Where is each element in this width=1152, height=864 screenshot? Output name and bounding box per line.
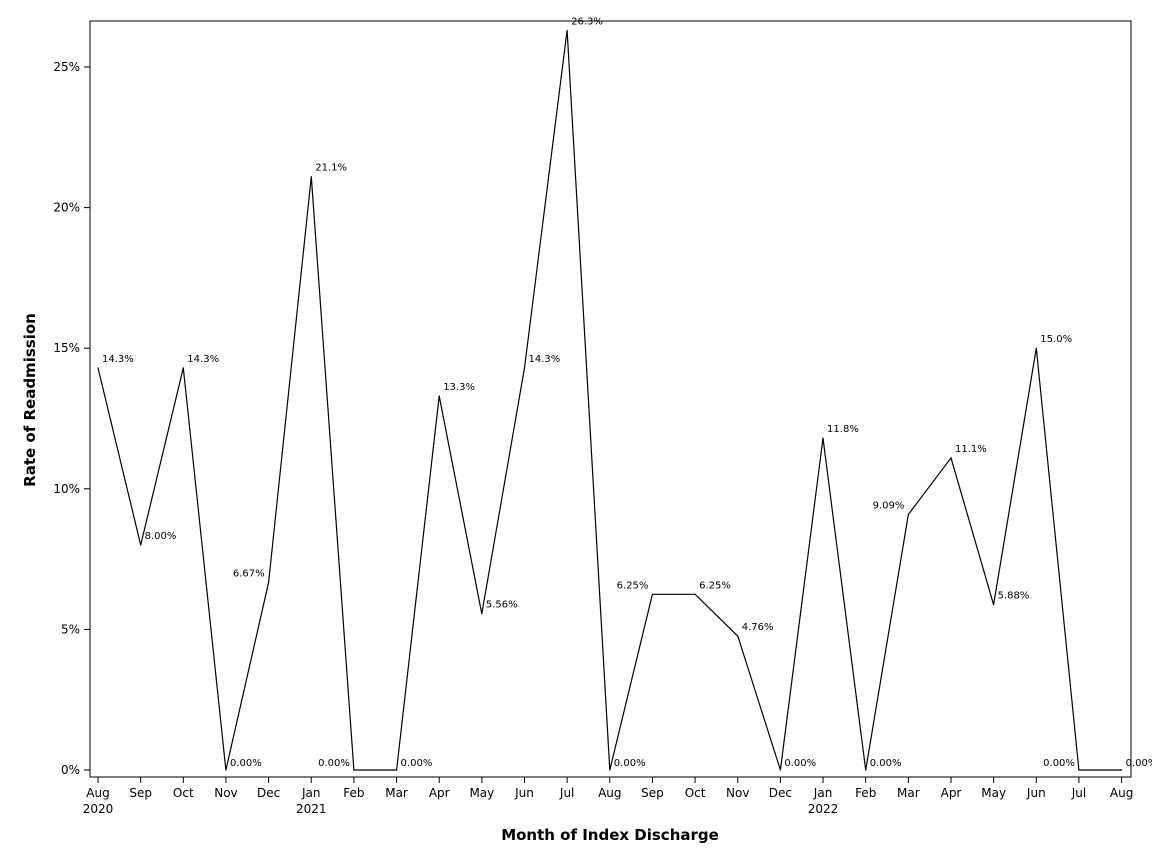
data-point [737,635,739,637]
data-point [907,513,909,515]
data-label: 9.09% [873,500,905,511]
data-point [566,29,568,32]
y-tick-label: 5% [61,622,80,636]
data-label: 5.56% [486,600,518,611]
data-label: 26.3% [571,16,603,27]
x-tick-year-label: 2021 [296,802,327,816]
data-point [694,593,696,595]
data-label: 0.00% [1043,758,1075,769]
y-tick-label: 20% [53,201,80,215]
x-tick-label: Sep [641,786,664,800]
data-point [268,581,270,584]
data-point [523,367,526,369]
x-tick-label: Feb [343,786,364,800]
x-tick-label: Mar [897,786,920,800]
y-tick-label: 25% [53,60,80,74]
series-layer [97,29,1123,771]
x-tick-label: Jul [1071,786,1086,800]
x-tick-label: Nov [214,786,237,800]
data-point [651,593,654,595]
x-tick-year-label: 2020 [83,802,114,816]
data-point [609,769,611,771]
x-tick-label: Nov [726,786,749,800]
data-label: 14.3% [187,354,219,365]
data-label: 13.3% [443,382,475,393]
y-tick-label: 15% [53,341,80,355]
data-label: 0.00% [784,758,816,769]
series-line [97,30,1122,771]
x-tick-label: Jan [813,786,833,800]
data-label-layer: 14.3% 8.00% 14.3% 0.00% 6.67% 21.1% 0.00% 0.00%… [102,16,1152,769]
data-point [97,367,99,369]
data-label: 0.00% [230,758,262,769]
data-point [438,395,440,397]
data-point [481,613,483,615]
data-point [310,176,312,178]
x-axis: Aug Sep Oct Nov Dec Jan Feb Mar Apr May Jun Jul Aug S… [83,777,1133,816]
data-point [395,769,398,771]
data-label: 11.8% [827,424,859,435]
x-tick-label: Mar [385,786,408,800]
y-tick-label: 0% [61,763,80,777]
x-tick-label: Aug [598,786,621,800]
data-label: 15.0% [1040,334,1072,345]
data-label: 6.25% [699,580,731,591]
x-axis-title: Month of Index Discharge [501,826,719,844]
x-tick-label: Dec [769,786,792,800]
data-point [225,769,227,771]
x-tick-label: May [469,786,494,800]
data-point [779,769,782,771]
data-point [993,604,995,606]
x-tick-label: May [981,786,1006,800]
y-axis: 0% 5% 10% 15% 20% 25% [53,60,90,777]
x-tick-label: Aug [86,786,109,800]
data-label: 6.67% [233,568,265,579]
data-label: 21.1% [315,163,347,174]
data-label: 6.25% [617,580,649,591]
x-tick-label: Dec [257,786,280,800]
y-axis-title: Rate of Readmission [21,313,39,487]
data-label: 0.00% [870,758,902,769]
y-tick-label: 10% [53,482,80,496]
data-point [1035,347,1037,349]
data-point [822,437,824,439]
data-label: 0.00% [614,758,646,769]
x-tick-label: Jun [1026,786,1046,800]
data-label: 4.76% [742,622,774,633]
data-point [950,457,952,459]
data-point [1078,769,1080,771]
x-tick-label: Apr [941,786,962,800]
data-point [182,367,184,369]
x-tick-label: Oct [685,786,706,800]
x-tick-label: Sep [129,786,152,800]
data-label: 11.1% [955,444,987,455]
x-tick-label: Aug [1110,786,1133,800]
plot-frame [89,20,1132,778]
data-label: 5.88% [998,591,1030,602]
data-point [140,544,142,546]
data-label: 0.00% [1126,758,1152,769]
x-tick-label: Apr [429,786,450,800]
x-tick-label: Jul [559,786,574,800]
x-tick-year-label: 2022 [808,802,839,816]
data-label: 14.3% [529,354,561,365]
data-point [353,769,355,771]
data-label: 0.00% [318,758,350,769]
x-tick-label: Oct [173,786,194,800]
data-label: 0.00% [401,758,433,769]
data-point [865,769,867,771]
x-tick-label: Jun [514,786,534,800]
data-label: 8.00% [145,531,177,542]
data-label: 14.3% [102,354,134,365]
x-tick-label: Jan [301,786,321,800]
x-tick-label: Feb [855,786,876,800]
data-point [1121,769,1123,771]
